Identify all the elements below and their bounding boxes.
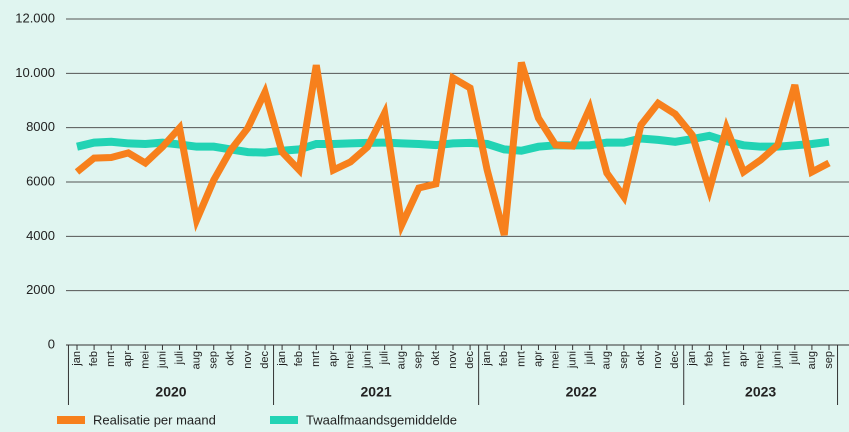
x-tick-label: nov (652, 351, 664, 369)
x-tick-label: mrt (515, 351, 527, 367)
x-tick-label: apr (737, 351, 749, 367)
x-tick-label: okt (225, 351, 237, 366)
x-tick-label: juni (567, 351, 579, 369)
group-label: 2023 (745, 384, 776, 400)
x-tick-label: juli (379, 351, 391, 365)
x-tick-label: juni (772, 351, 784, 369)
x-tick-label: sep (618, 351, 630, 369)
x-tick-label: apr (532, 351, 544, 367)
series-line (76, 131, 830, 157)
x-tick-label: feb (498, 351, 510, 366)
x-tick-label: mei (139, 351, 151, 369)
x-tick-label: sep (413, 351, 425, 369)
legend-swatch (57, 416, 85, 424)
legend-label: Twaalfmaandsgemiddelde (306, 412, 457, 427)
group-label: 2020 (155, 384, 186, 400)
x-tick-label: sep (823, 351, 835, 369)
x-tick-label: feb (293, 351, 305, 366)
legend-swatch (270, 416, 298, 424)
x-tick-label: jan (71, 351, 83, 367)
x-tick-label: nov (242, 351, 254, 369)
x-tick-label: juni (156, 351, 168, 369)
x-tick-label: okt (635, 351, 647, 366)
x-tick-label: mei (344, 351, 356, 369)
x-tick-label: dec (259, 351, 271, 369)
y-tick-label: 6000 (26, 173, 55, 188)
x-tick-label: jan (686, 351, 698, 367)
x-tick-label: dec (464, 351, 476, 369)
y-tick-label: 12.000 (15, 10, 55, 25)
x-tick-label: aug (806, 351, 818, 369)
x-tick-label: juni (361, 351, 373, 369)
x-tick-label: mei (755, 351, 767, 369)
x-tick-label: okt (430, 351, 442, 366)
y-tick-label: 8000 (26, 119, 55, 134)
y-tick-label: 0 (48, 336, 55, 351)
x-tick-label: jan (481, 351, 493, 367)
group-label: 2021 (361, 384, 392, 400)
x-tick-label: aug (191, 351, 203, 369)
legend-label: Realisatie per maand (93, 412, 216, 427)
x-tick-label: mrt (720, 351, 732, 367)
group-label: 2022 (566, 384, 597, 400)
y-tick-label: 2000 (26, 282, 55, 297)
x-tick-label: mrt (105, 351, 117, 367)
x-tick-label: apr (327, 351, 339, 367)
x-tick-label: juli (173, 351, 185, 365)
x-tick-label: aug (601, 351, 613, 369)
x-tick-label: sep (208, 351, 220, 369)
x-tick-label: feb (703, 351, 715, 366)
x-tick-label: nov (447, 351, 459, 369)
x-tick-label: dec (669, 351, 681, 369)
x-tick-label: apr (122, 351, 134, 367)
x-tick-label: feb (88, 351, 100, 366)
x-tick-label: jan (276, 351, 288, 367)
x-tick-label: mei (549, 351, 561, 369)
x-tick-label: aug (396, 351, 408, 369)
x-tick-label: juli (584, 351, 596, 365)
y-tick-label: 4000 (26, 228, 55, 243)
x-tick-label: juli (789, 351, 801, 365)
series-line (74, 61, 831, 237)
y-tick-label: 10.000 (15, 65, 55, 80)
x-tick-label: mrt (310, 351, 322, 367)
